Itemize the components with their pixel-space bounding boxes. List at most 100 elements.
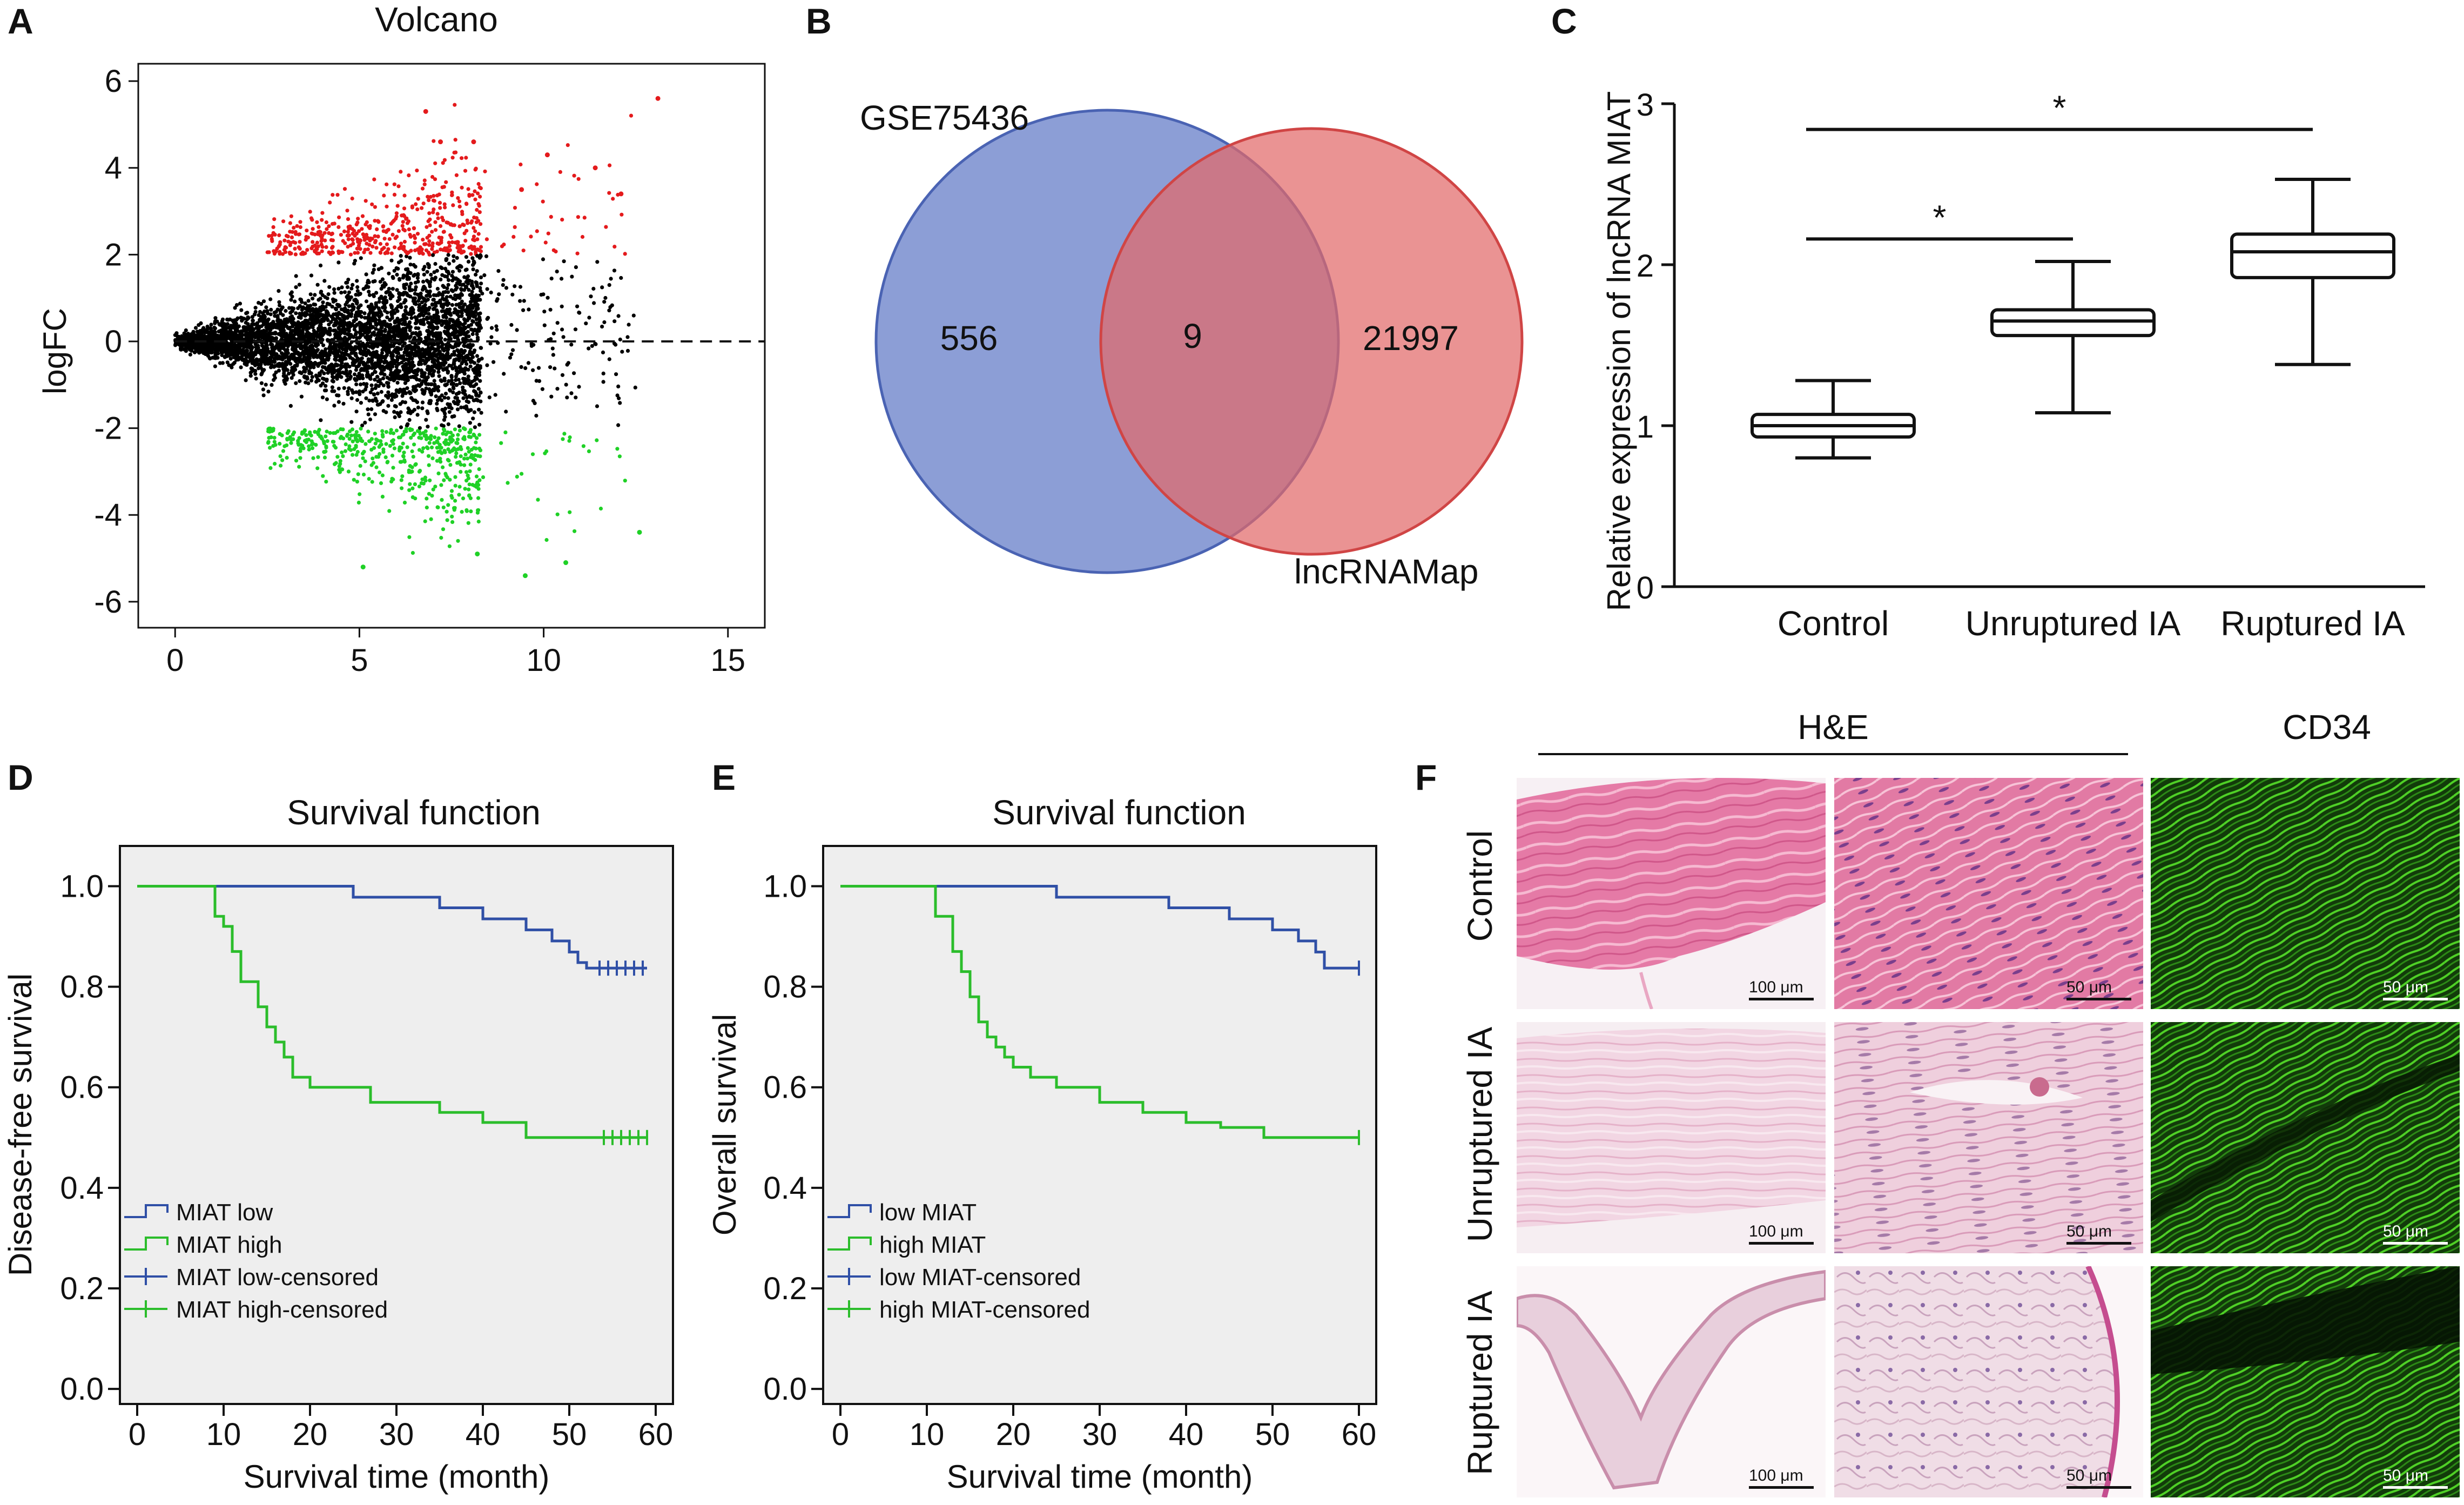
volcano-point <box>298 220 302 224</box>
volcano-point <box>425 357 429 361</box>
volcano-point <box>340 361 344 365</box>
volcano-point <box>336 386 341 391</box>
volcano-point <box>391 354 395 358</box>
volcano-point <box>468 496 473 500</box>
volcano-point <box>413 496 418 501</box>
volcano-point <box>460 328 464 333</box>
volcano-point <box>368 321 373 326</box>
volcano-point <box>401 441 405 446</box>
volcano-point <box>344 368 348 373</box>
volcano-point <box>457 493 461 497</box>
volcano-point <box>445 246 449 251</box>
volcano-point <box>382 285 386 289</box>
volcano-point <box>391 287 395 291</box>
volcano-point <box>215 319 219 324</box>
volcano-point <box>442 158 447 162</box>
volcano-point <box>470 482 475 487</box>
volcano-point <box>420 406 425 411</box>
volcano-point <box>423 519 427 523</box>
volcano-point <box>567 439 571 443</box>
volcano-point <box>576 177 581 181</box>
volcano-point <box>453 307 457 311</box>
volcano-point <box>290 235 294 239</box>
volcano-point <box>324 245 328 249</box>
volcano-point <box>433 314 437 318</box>
volcano-point <box>428 217 432 221</box>
volcano-point <box>316 455 320 459</box>
volcano-point <box>287 372 291 376</box>
volcano-point <box>292 352 296 357</box>
volcano-point <box>295 357 300 361</box>
volcano-point <box>324 449 328 454</box>
volcano-point <box>351 283 355 287</box>
volcano-point <box>370 387 374 392</box>
volcano-point <box>346 278 351 282</box>
volcano-point <box>453 322 457 326</box>
volcano-point <box>427 263 431 267</box>
volcano-point <box>440 236 444 240</box>
volcano-point <box>282 371 286 375</box>
volcano-point <box>374 327 378 331</box>
volcano-point <box>423 242 428 246</box>
volcano-point <box>460 306 464 311</box>
volcano-point <box>250 356 254 361</box>
volcano-point <box>431 210 435 214</box>
volcano-point <box>311 227 315 231</box>
volcano-point <box>287 338 292 342</box>
volcano-point <box>427 330 432 334</box>
volcano-point <box>416 345 420 350</box>
volcano-point <box>476 368 481 372</box>
volcano-point <box>434 304 438 308</box>
volcano-point <box>441 248 446 252</box>
volcano-point <box>413 240 417 245</box>
volcano-point <box>349 312 354 316</box>
volcano-point <box>325 310 329 314</box>
panel-letter-e: E <box>712 757 736 797</box>
volcano-point <box>373 279 377 284</box>
volcano-point <box>587 315 591 320</box>
volcano-point <box>474 309 478 313</box>
volcano-point <box>212 325 217 330</box>
volcano-point <box>534 379 538 383</box>
volcano-point <box>227 352 231 357</box>
volcano-point <box>288 404 293 408</box>
volcano-point <box>279 463 283 468</box>
volcano-point <box>396 346 400 350</box>
volcano-point <box>374 362 378 367</box>
volcano-point <box>354 222 359 227</box>
volcano-point <box>386 365 390 369</box>
volcano-point <box>425 351 429 355</box>
volcano-point <box>259 302 264 306</box>
volcano-point <box>449 313 453 317</box>
volcano-point <box>417 250 421 254</box>
volcano-point <box>281 219 286 224</box>
volcano-point <box>373 441 378 446</box>
volcano-point <box>441 505 446 509</box>
volcano-point <box>372 353 376 358</box>
volcano-point <box>280 252 285 256</box>
volcano-point <box>372 307 376 311</box>
volcano-point <box>421 201 426 206</box>
volcano-point <box>453 353 457 357</box>
volcano-point <box>476 519 481 524</box>
volcano-point <box>580 234 585 239</box>
volcano-point <box>602 320 607 325</box>
volcano-point <box>625 348 630 353</box>
volcano-point <box>419 294 423 299</box>
volcano-point <box>616 384 621 389</box>
volcano-point <box>466 446 470 451</box>
volcano-point <box>445 382 449 386</box>
volcano-point <box>352 298 356 303</box>
volcano-point <box>332 291 336 295</box>
volcano-point <box>412 375 416 380</box>
volcano-point <box>470 299 474 303</box>
panel-letter-a: A <box>8 1 33 41</box>
volcano-point <box>419 354 423 359</box>
volcano-point <box>402 500 407 505</box>
volcano-point <box>464 201 469 206</box>
volcano-point <box>313 250 317 254</box>
volcano-point <box>566 361 570 365</box>
volcano-point <box>372 392 376 397</box>
volcano-point <box>381 383 386 388</box>
volcano-point <box>374 291 379 295</box>
